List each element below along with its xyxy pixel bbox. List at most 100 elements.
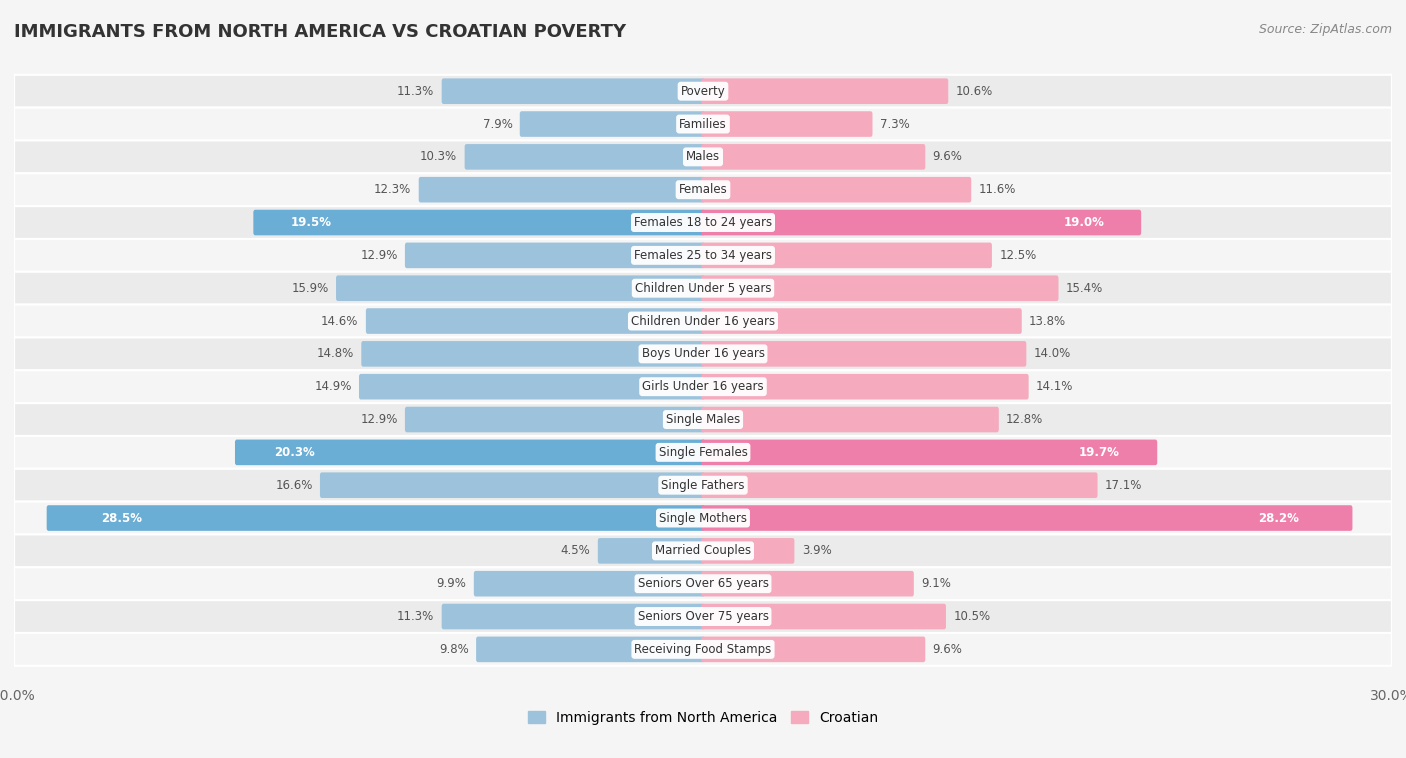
Text: 12.9%: 12.9% [360,413,398,426]
Text: 15.4%: 15.4% [1066,282,1104,295]
FancyBboxPatch shape [14,567,1392,600]
FancyBboxPatch shape [405,407,704,432]
FancyBboxPatch shape [702,111,873,137]
FancyBboxPatch shape [14,206,1392,239]
FancyBboxPatch shape [14,239,1392,272]
FancyBboxPatch shape [359,374,704,399]
FancyBboxPatch shape [14,502,1392,534]
FancyBboxPatch shape [14,108,1392,140]
FancyBboxPatch shape [702,472,1098,498]
Text: 9.1%: 9.1% [921,577,950,590]
Text: 14.8%: 14.8% [316,347,354,360]
Text: 14.9%: 14.9% [315,381,352,393]
FancyBboxPatch shape [702,341,1026,367]
Text: Single Males: Single Males [666,413,740,426]
FancyBboxPatch shape [702,144,925,170]
Text: 3.9%: 3.9% [801,544,831,557]
FancyBboxPatch shape [336,275,704,301]
Text: 12.8%: 12.8% [1007,413,1043,426]
Text: 9.8%: 9.8% [439,643,468,656]
FancyBboxPatch shape [702,637,925,662]
FancyBboxPatch shape [477,637,704,662]
Text: 19.5%: 19.5% [291,216,332,229]
Text: Single Mothers: Single Mothers [659,512,747,525]
Text: 19.7%: 19.7% [1078,446,1119,459]
FancyBboxPatch shape [702,440,1157,465]
Text: Males: Males [686,150,720,164]
Text: Females 25 to 34 years: Females 25 to 34 years [634,249,772,262]
FancyBboxPatch shape [702,603,946,629]
Text: 20.3%: 20.3% [274,446,315,459]
Text: Seniors Over 65 years: Seniors Over 65 years [637,577,769,590]
Text: 9.6%: 9.6% [932,150,963,164]
FancyBboxPatch shape [702,506,1353,531]
FancyBboxPatch shape [441,603,704,629]
FancyBboxPatch shape [702,538,794,564]
Text: Children Under 16 years: Children Under 16 years [631,315,775,327]
Text: Children Under 5 years: Children Under 5 years [634,282,772,295]
Text: 10.5%: 10.5% [953,610,990,623]
Text: 7.9%: 7.9% [482,117,512,130]
Text: 12.3%: 12.3% [374,183,412,196]
FancyBboxPatch shape [14,633,1392,666]
Text: Girls Under 16 years: Girls Under 16 years [643,381,763,393]
Text: 15.9%: 15.9% [291,282,329,295]
Text: 14.0%: 14.0% [1033,347,1071,360]
FancyBboxPatch shape [14,174,1392,206]
Text: 12.9%: 12.9% [360,249,398,262]
FancyBboxPatch shape [14,534,1392,567]
FancyBboxPatch shape [253,210,704,235]
Text: IMMIGRANTS FROM NORTH AMERICA VS CROATIAN POVERTY: IMMIGRANTS FROM NORTH AMERICA VS CROATIA… [14,23,626,41]
Text: 28.5%: 28.5% [101,512,142,525]
FancyBboxPatch shape [702,177,972,202]
FancyBboxPatch shape [702,210,1142,235]
FancyBboxPatch shape [419,177,704,202]
FancyBboxPatch shape [366,309,704,334]
Text: 17.1%: 17.1% [1105,479,1142,492]
FancyBboxPatch shape [235,440,704,465]
Legend: Immigrants from North America, Croatian: Immigrants from North America, Croatian [523,706,883,731]
FancyBboxPatch shape [14,371,1392,403]
Text: Single Fathers: Single Fathers [661,479,745,492]
FancyBboxPatch shape [14,600,1392,633]
Text: Poverty: Poverty [681,85,725,98]
FancyBboxPatch shape [702,374,1029,399]
FancyBboxPatch shape [14,75,1392,108]
FancyBboxPatch shape [520,111,704,137]
FancyBboxPatch shape [702,407,998,432]
FancyBboxPatch shape [702,243,991,268]
FancyBboxPatch shape [14,337,1392,371]
Text: Married Couples: Married Couples [655,544,751,557]
FancyBboxPatch shape [598,538,704,564]
FancyBboxPatch shape [474,571,704,597]
FancyBboxPatch shape [702,78,948,104]
Text: 12.5%: 12.5% [1000,249,1036,262]
Text: Females: Females [679,183,727,196]
Text: 11.3%: 11.3% [396,85,434,98]
FancyBboxPatch shape [14,403,1392,436]
Text: 14.6%: 14.6% [321,315,359,327]
Text: 19.0%: 19.0% [1063,216,1105,229]
FancyBboxPatch shape [14,468,1392,502]
Text: Families: Families [679,117,727,130]
FancyBboxPatch shape [14,140,1392,174]
Text: 10.6%: 10.6% [956,85,993,98]
Text: 7.3%: 7.3% [880,117,910,130]
FancyBboxPatch shape [441,78,704,104]
Text: Source: ZipAtlas.com: Source: ZipAtlas.com [1258,23,1392,36]
FancyBboxPatch shape [14,272,1392,305]
Text: 11.6%: 11.6% [979,183,1017,196]
Text: 16.6%: 16.6% [276,479,312,492]
Text: 9.6%: 9.6% [932,643,963,656]
FancyBboxPatch shape [405,243,704,268]
FancyBboxPatch shape [14,436,1392,468]
FancyBboxPatch shape [702,275,1059,301]
Text: Seniors Over 75 years: Seniors Over 75 years [637,610,769,623]
Text: 4.5%: 4.5% [561,544,591,557]
FancyBboxPatch shape [361,341,704,367]
Text: 13.8%: 13.8% [1029,315,1066,327]
Text: 28.2%: 28.2% [1258,512,1299,525]
FancyBboxPatch shape [464,144,704,170]
Text: 11.3%: 11.3% [396,610,434,623]
Text: 14.1%: 14.1% [1036,381,1073,393]
